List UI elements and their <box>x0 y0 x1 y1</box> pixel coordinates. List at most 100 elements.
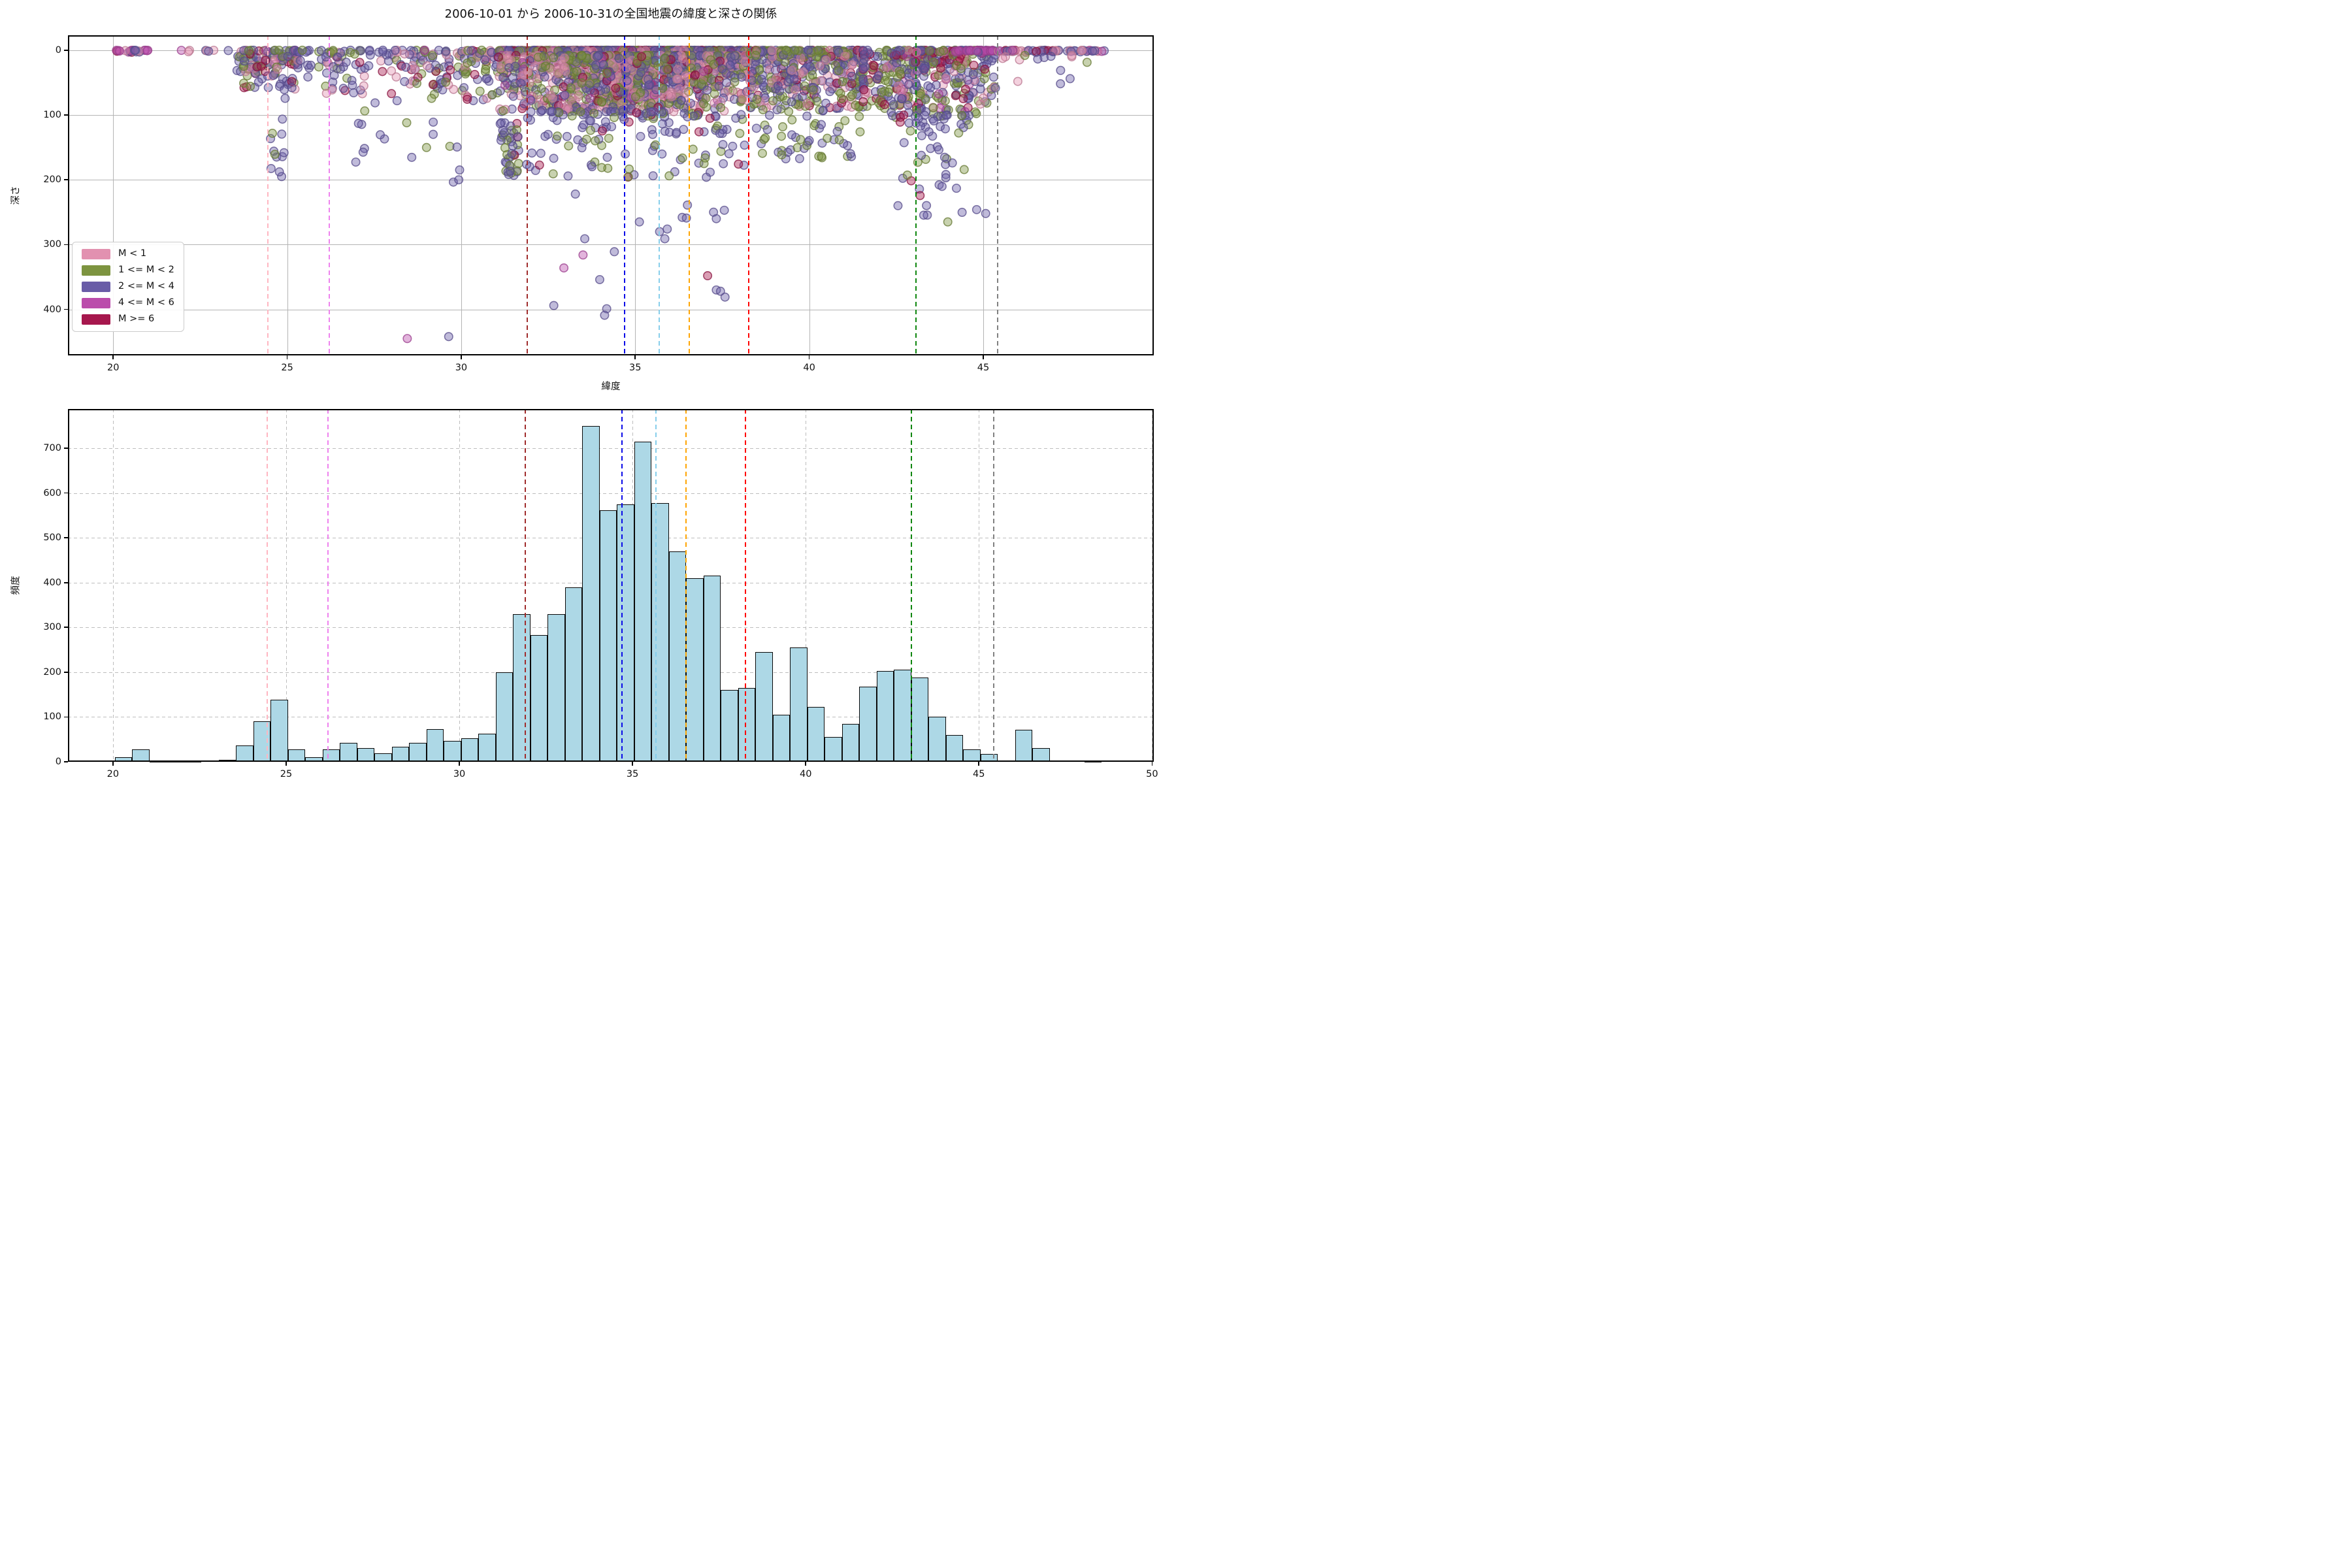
histogram-bar <box>236 745 253 762</box>
histogram-bar <box>478 733 496 762</box>
legend-item: 2 <= M < 4 <box>82 281 174 292</box>
histogram-bar <box>547 613 565 762</box>
x-axis-label-latitude-top: 緯度 <box>601 382 621 392</box>
histogram-plot <box>68 409 1154 762</box>
histogram-bar <box>738 687 756 762</box>
reference-line <box>997 35 999 355</box>
histogram-bar <box>167 760 184 762</box>
histogram-bar <box>963 749 981 762</box>
legend-label: 4 <= M < 6 <box>118 297 174 308</box>
reference-line <box>658 35 660 355</box>
reference-line <box>267 35 269 355</box>
y-tick-mark <box>64 308 68 310</box>
x-tick-mark <box>1151 762 1153 766</box>
histogram-bar <box>582 425 600 762</box>
x-tick-label: 40 <box>799 769 812 779</box>
histogram-bar <box>841 723 860 762</box>
x-tick-label: 30 <box>453 769 466 779</box>
reference-line <box>266 409 268 762</box>
histogram-bar <box>495 672 514 762</box>
histogram-bar <box>876 671 894 762</box>
x-tick-mark <box>461 355 462 359</box>
reference-line <box>911 409 913 762</box>
histogram-bar <box>755 652 773 762</box>
histogram-bar <box>409 743 427 762</box>
x-tick-mark <box>805 762 806 766</box>
x-tick-mark <box>286 762 287 766</box>
histogram-bar <box>668 551 687 762</box>
y-tick-label: 600 <box>43 487 61 498</box>
reference-line <box>527 35 529 355</box>
x-tick-mark <box>459 762 460 766</box>
legend-item: M >= 6 <box>82 314 174 325</box>
histogram-bar <box>1049 760 1068 762</box>
histogram-bar <box>322 749 340 762</box>
x-tick-label: 45 <box>977 363 990 373</box>
y-tick-label: 200 <box>43 666 61 678</box>
histogram-bar <box>461 738 479 762</box>
histogram-bar <box>945 734 964 762</box>
histogram-bar <box>859 687 877 762</box>
histogram-bar <box>564 587 583 762</box>
legend: M < 1 1 <= M < 2 2 <= M < 4 4 <= M < 6 M… <box>72 242 184 332</box>
x-tick-mark <box>112 762 114 766</box>
legend-label: 1 <= M < 2 <box>118 265 174 276</box>
y-tick-mark <box>64 761 68 762</box>
legend-item: M < 1 <box>82 248 174 259</box>
histogram-bar <box>617 504 634 762</box>
y-tick-label: 0 <box>55 44 61 56</box>
x-grid-line <box>112 409 114 762</box>
x-tick-label: 25 <box>281 363 293 373</box>
y-tick-mark <box>64 50 68 51</box>
y-tick-mark <box>64 448 68 449</box>
legend-swatch-m-2-4 <box>82 282 110 292</box>
y-tick-mark <box>64 179 68 180</box>
histogram-bar <box>928 717 946 762</box>
legend-swatch-m-ge-6 <box>82 314 110 325</box>
y-tick-label: 0 <box>55 756 61 767</box>
histogram-bar <box>305 757 323 762</box>
histogram-bar <box>340 743 357 762</box>
histogram-bar <box>807 707 825 762</box>
legend-label: M < 1 <box>118 248 147 259</box>
y-tick-mark <box>64 492 68 494</box>
legend-label: 2 <= M < 4 <box>118 281 174 292</box>
y-tick-mark <box>64 114 68 116</box>
x-tick-mark <box>112 355 114 359</box>
histogram-bar <box>911 678 929 762</box>
reference-line <box>655 409 657 762</box>
histogram-bar <box>201 760 219 762</box>
y-tick-label: 400 <box>43 577 61 588</box>
histogram-bar <box>132 749 150 762</box>
scatter-plot: M < 1 1 <= M < 2 2 <= M < 4 4 <= M < 6 M… <box>68 35 1154 355</box>
x-tick-label: 35 <box>629 363 642 373</box>
histogram-bar <box>894 670 911 762</box>
x-tick-label: 20 <box>106 769 120 779</box>
x-tick-mark <box>978 762 980 766</box>
histogram-bar <box>374 753 392 762</box>
histogram-bar <box>253 721 271 762</box>
x-tick-label: 50 <box>1146 769 1158 779</box>
reference-line <box>623 35 625 355</box>
y-grid-line <box>68 448 1154 449</box>
legend-swatch-m-lt-1 <box>82 249 110 259</box>
histogram-bar <box>426 728 444 762</box>
histogram-bar <box>218 759 237 762</box>
histogram-bar <box>149 761 167 762</box>
histogram-bar <box>1084 761 1102 762</box>
histogram-bar <box>1032 748 1050 762</box>
reference-line <box>621 409 623 762</box>
x-tick-mark <box>808 355 810 359</box>
y-tick-label: 300 <box>43 622 61 633</box>
y-tick-label: 500 <box>43 532 61 543</box>
reference-line <box>327 409 329 762</box>
y-tick-label: 300 <box>43 239 61 250</box>
x-tick-label: 40 <box>803 363 815 373</box>
x-tick-mark <box>983 355 984 359</box>
x-tick-label: 20 <box>107 363 120 373</box>
histogram-bar <box>357 747 375 762</box>
legend-item: 4 <= M < 6 <box>82 297 174 308</box>
reference-line <box>685 409 687 762</box>
histogram-bar <box>980 753 998 762</box>
reference-line <box>992 409 994 762</box>
